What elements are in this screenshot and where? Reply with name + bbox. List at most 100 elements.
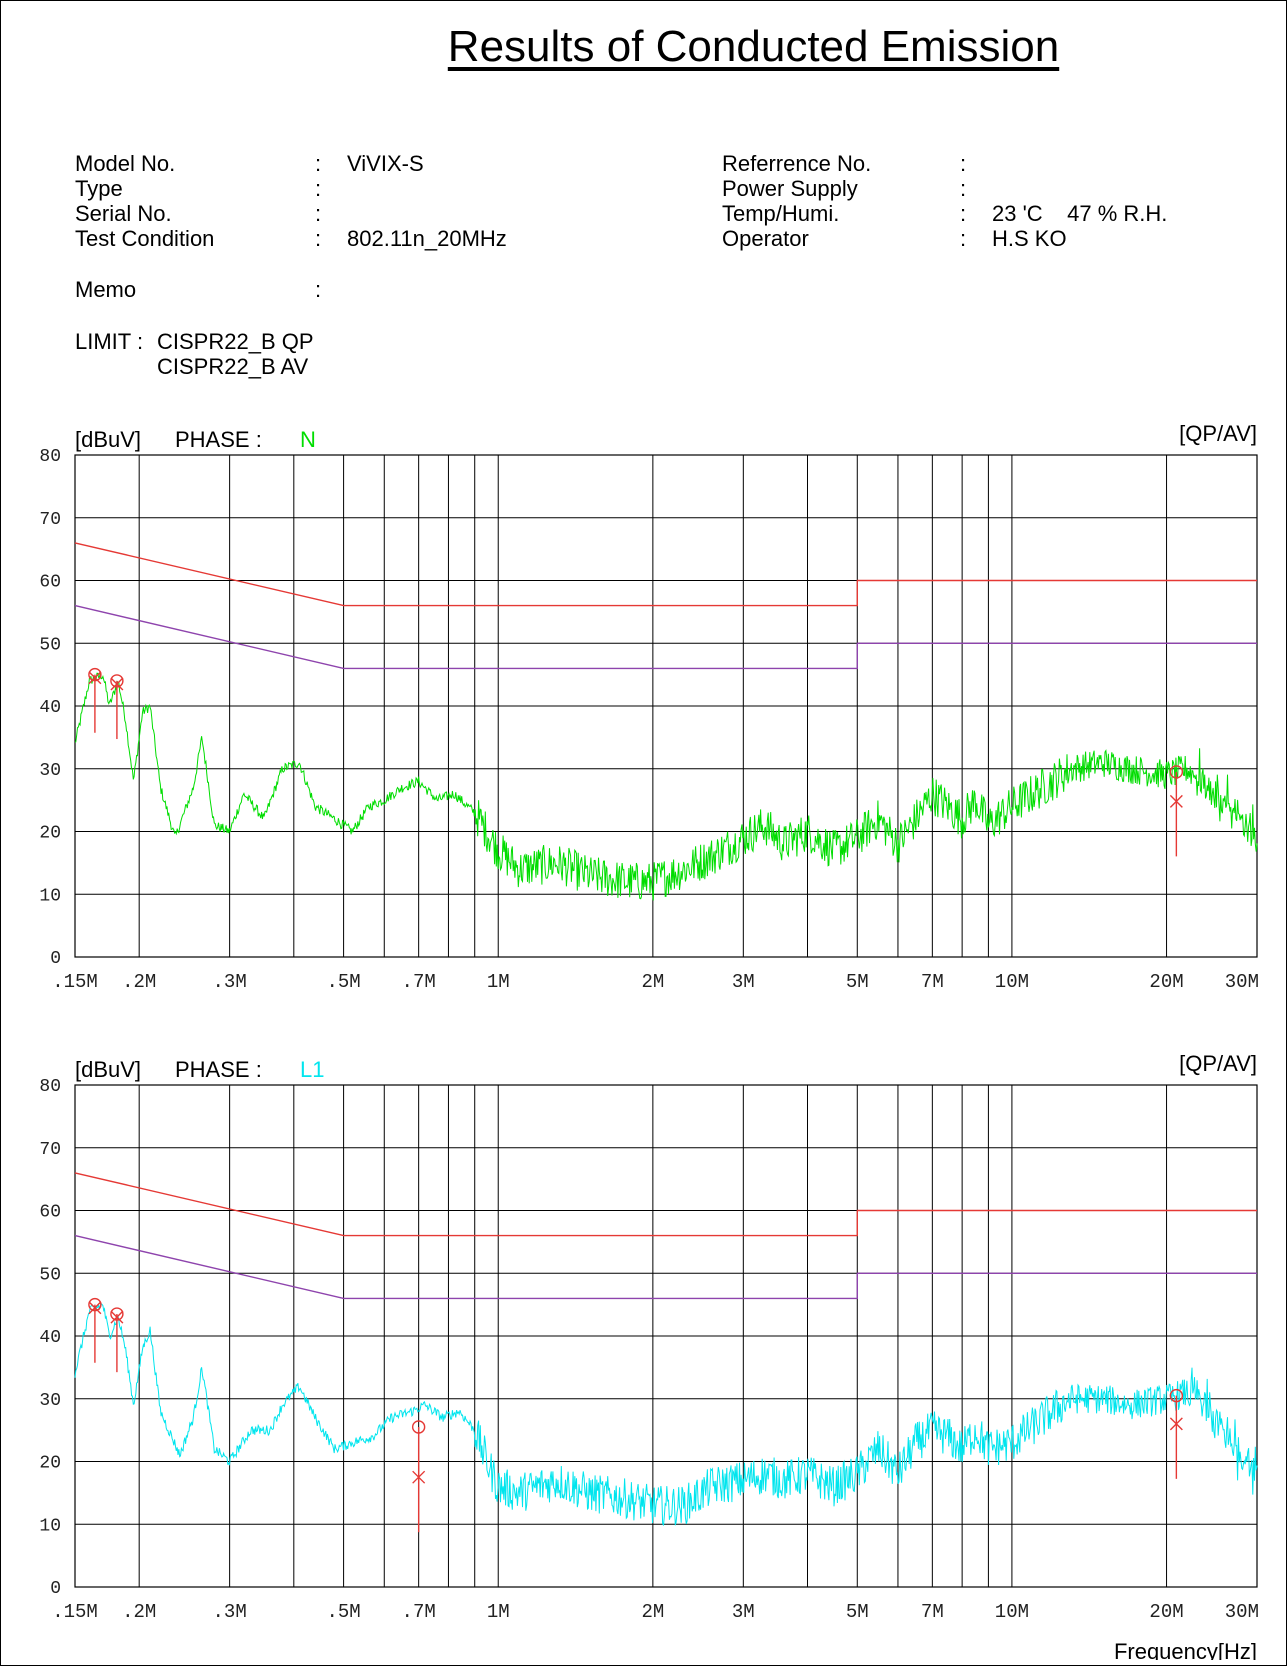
plot-frame (74, 1084, 1258, 1588)
x-tick-label: .7M (402, 971, 436, 993)
mode-label: [QP/AV] (1179, 421, 1257, 446)
y-tick-label: 50 (39, 635, 61, 655)
av-limit-line (74, 1234, 1257, 1300)
qp-limit-line (74, 542, 1257, 607)
colon: : (960, 176, 967, 201)
memo-label: Memo (75, 277, 137, 302)
qp-limit-line (74, 1172, 1257, 1237)
y-tick-label: 60 (39, 1203, 61, 1223)
x-tick-label: .15M (52, 1601, 98, 1623)
y-tick-label: 80 (39, 447, 61, 467)
x-tick-label: .2M (122, 1601, 156, 1623)
x-tick-label: 7M (921, 971, 944, 993)
type-label: Type (75, 176, 123, 201)
plot-frame (74, 454, 1258, 958)
x-axis-label: Frequency[Hz] (1114, 1009, 1257, 1010)
colon: : (315, 151, 322, 176)
av-marker (1169, 1417, 1183, 1431)
x-tick-label: 3M (732, 971, 755, 993)
ref-label: Referrence No. (722, 151, 872, 176)
qp-marker (1169, 765, 1184, 779)
y-axis-unit: [dBuV] (75, 427, 141, 452)
serial-label: Serial No. (75, 201, 172, 226)
qp-marker (411, 1420, 426, 1434)
x-tick-label: .3M (213, 1601, 247, 1623)
x-tick-label: 1M (487, 1601, 510, 1623)
qp-marker (88, 1297, 102, 1312)
qp-marker (88, 667, 102, 682)
y-tick-label: 40 (39, 1328, 61, 1348)
x-tick-label: 2M (641, 1601, 664, 1623)
y-axis-unit: [dBuV] (75, 1057, 141, 1082)
operator-value: H.S KO (992, 226, 1067, 251)
temp-label: Temp/Humi. (722, 201, 840, 226)
y-tick-label: 70 (39, 510, 61, 530)
qp-marker (110, 674, 124, 688)
limit-qp: CISPR22_B QP (157, 329, 314, 354)
y-tick-label: 30 (39, 1391, 61, 1411)
phase-value: L1 (300, 1057, 324, 1082)
y-tick-label: 10 (39, 1516, 61, 1536)
qp-marker (110, 1307, 124, 1321)
y-tick-label: 80 (39, 1077, 61, 1097)
emission-chart-n: 0 10 20 30 40 50 60 70 80 .15M .2M .3M .5M .7M 1M 2M 3M 5… (39, 421, 1259, 1010)
y-tick-label: 0 (50, 1579, 61, 1599)
y-tick-label: 10 (39, 886, 61, 906)
x-tick-label: .3M (213, 971, 247, 993)
x-tick-label: .2M (122, 971, 156, 993)
condition-label: Test Condition (75, 226, 215, 251)
x-tick-label: 20M (1149, 1601, 1183, 1623)
phase-label: PHASE : (175, 1057, 262, 1082)
y-tick-label: 20 (39, 824, 61, 844)
x-tick-label: 30M (1225, 1601, 1259, 1623)
x-tick-label: .7M (402, 1601, 436, 1623)
operator-label: Operator (722, 226, 809, 251)
av-marker (110, 1310, 124, 1324)
y-tick-label: 40 (39, 698, 61, 718)
colon: : (315, 277, 322, 302)
phase-value: N (300, 427, 316, 452)
x-tick-label: 5M (846, 971, 869, 993)
y-tick-label: 30 (39, 761, 61, 781)
colon: : (960, 151, 967, 176)
mode-label: [QP/AV] (1179, 1051, 1257, 1076)
colon: : (960, 226, 967, 251)
av-marker (88, 671, 102, 685)
page-title: Results of Conducted Emission (447, 22, 1060, 71)
colon: : (315, 176, 322, 201)
x-tick-label: .5M (326, 971, 360, 993)
x-tick-label: 2M (641, 971, 664, 993)
limit-av: CISPR22_B AV (157, 354, 309, 379)
x-tick-label: 1M (487, 971, 510, 993)
temp-value: 23 'C 47 % R.H. (992, 201, 1168, 226)
qp-marker (1169, 1388, 1184, 1403)
y-tick-label: 20 (39, 1454, 61, 1474)
emission-chart-l1: 0 10 20 30 40 50 60 70 80 .15M .2M .3M .5M .7M 1M 2M 3M 5… (39, 1051, 1259, 1660)
x-tick-label: 10M (995, 1601, 1029, 1623)
x-tick-label: .5M (326, 1601, 360, 1623)
av-marker (110, 677, 124, 691)
model-value: ViVIX-S (347, 151, 424, 176)
power-label: Power Supply (722, 176, 858, 201)
measurement-trace (74, 1302, 1258, 1526)
condition-value: 802.11n_20MHz (347, 226, 507, 251)
x-tick-label: 10M (995, 971, 1029, 993)
phase-label: PHASE : (175, 427, 262, 452)
x-axis-label: Frequency[Hz] (1114, 1639, 1257, 1660)
colon: : (315, 226, 322, 251)
colon: : (315, 201, 322, 226)
av-limit-line (74, 604, 1257, 670)
model-label: Model No. (75, 151, 176, 176)
x-tick-label: 7M (921, 1601, 944, 1623)
colon: : (960, 201, 967, 226)
av-marker (412, 1470, 426, 1484)
limit-label: LIMIT : (75, 329, 144, 354)
av-marker (88, 1301, 102, 1315)
x-tick-label: .15M (52, 971, 98, 993)
x-tick-label: 30M (1225, 971, 1259, 993)
x-tick-label: 5M (846, 1601, 869, 1623)
x-tick-label: 20M (1149, 971, 1183, 993)
y-tick-label: 50 (39, 1265, 61, 1285)
y-tick-label: 70 (39, 1140, 61, 1160)
measurement-trace (74, 672, 1258, 901)
